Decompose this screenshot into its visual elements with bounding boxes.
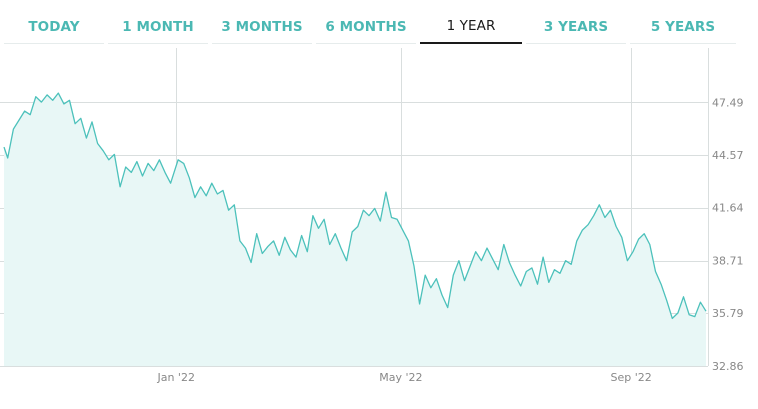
y-tick-label: 35.79 bbox=[712, 307, 744, 320]
tab-label: 1 YEAR bbox=[446, 18, 496, 34]
x-tick-label: Sep '22 bbox=[610, 371, 651, 384]
range-tab-bar: TODAY 1 MONTH 3 MONTHS 6 MONTHS 1 YEAR 3… bbox=[0, 0, 758, 48]
y-tick-label: 47.49 bbox=[712, 96, 744, 109]
tab-6-months[interactable]: 6 MONTHS bbox=[316, 10, 416, 44]
y-tick-label: 44.57 bbox=[712, 149, 744, 162]
y-tick-label: 41.64 bbox=[712, 202, 744, 215]
tab-1-year[interactable]: 1 YEAR bbox=[420, 10, 522, 44]
tab-label: 3 MONTHS bbox=[221, 18, 303, 35]
tab-label: 3 YEARS bbox=[543, 18, 609, 35]
series-line bbox=[3, 92, 707, 320]
tab-3-years[interactable]: 3 YEARS bbox=[526, 10, 626, 44]
tab-today[interactable]: TODAY bbox=[4, 10, 104, 44]
y-tick-label: 32.86 bbox=[712, 360, 744, 373]
x-tick-label: Jan '22 bbox=[156, 371, 194, 384]
tab-3-months[interactable]: 3 MONTHS bbox=[212, 10, 312, 44]
tab-1-month[interactable]: 1 MONTH bbox=[108, 10, 208, 44]
tab-label: TODAY bbox=[28, 18, 80, 35]
tab-5-years[interactable]: 5 YEARS bbox=[630, 10, 736, 44]
x-tick-label: May '22 bbox=[379, 371, 422, 384]
tab-label: 5 YEARS bbox=[650, 18, 716, 35]
tab-label: 1 MONTH bbox=[122, 18, 194, 35]
tab-label: 6 MONTHS bbox=[325, 18, 407, 35]
y-tick-label: 38.71 bbox=[712, 255, 744, 268]
